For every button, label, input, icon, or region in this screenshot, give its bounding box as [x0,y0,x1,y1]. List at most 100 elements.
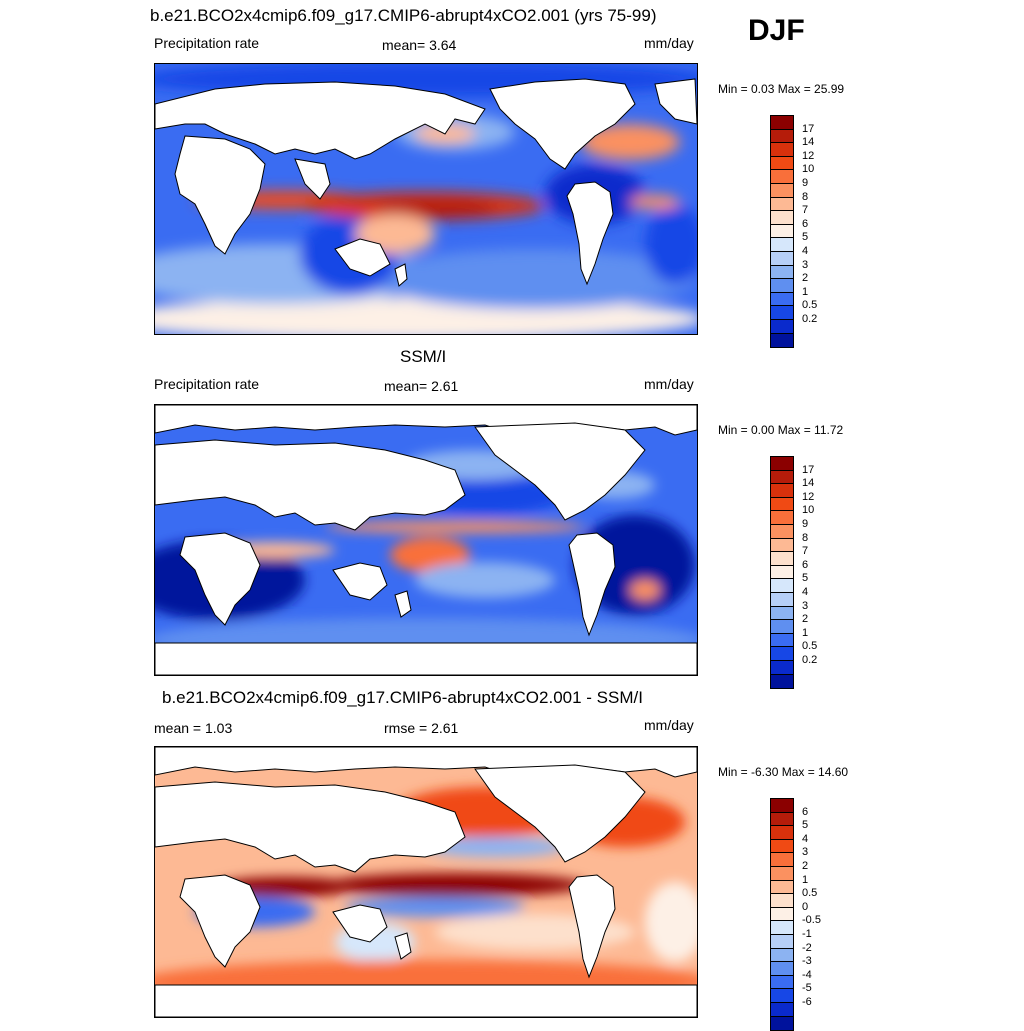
panel-1-variable-label: Precipitation rate [154,35,260,51]
colorbar-tick-label: 4 [802,832,809,845]
panel-1-mean-label: mean= 3.64 [382,37,457,53]
colorbar-tick-label: 8 [802,531,809,544]
colorbar-swatch [771,457,793,471]
colorbar-swatch [771,907,793,922]
colorbar-tick-label: -5 [802,982,812,995]
colorbar-swatch [771,975,793,990]
colorbar-tick-label: 9 [802,518,809,530]
colorbar-swatch [771,866,793,881]
colorbar-tick-label: 0.5 [802,887,818,900]
panel-1-units-label: mm/day [644,35,694,51]
colorbar-tick-label: 3 [802,846,809,859]
colorbar-tick-label: -1 [802,928,812,940]
colorbar-tick-label: -0.5 [802,914,821,927]
colorbar-tick-label: -3 [802,955,812,968]
colorbar-swatch [771,620,793,634]
colorbar-swatch [771,484,793,498]
colorbar-swatch [771,989,793,1003]
colorbar-tick-label: 2 [802,613,809,626]
colorbar-tick-label: 7 [802,204,809,217]
colorbar-tick-label: 6 [802,217,809,230]
panel-3-map [154,746,698,1018]
colorbar-tick-label: 0.5 [802,299,818,312]
panel-3-rmse-label: rmse = 2.61 [384,720,459,736]
season-label: DJF [748,14,805,47]
colorbar-tick-label: 0.2 [802,654,818,666]
colorbar-swatch [771,156,793,171]
panel-3-title: b.e21.BCO2x4cmip6.f09_g17.CMIP6-abrupt4x… [162,688,643,707]
colorbar-swatch [771,552,793,566]
panel-3-map-svg [155,747,697,1017]
panel-1-colorbar-swatches [770,115,794,349]
colorbar-tick-label: 2 [802,272,809,285]
colorbar-swatch [771,948,793,963]
colorbar-tick-label: -4 [802,968,812,981]
colorbar-swatch [771,592,793,607]
panel-2-title: SSM/I [400,347,447,366]
colorbar-swatch [771,319,793,334]
colorbar-tick-label: 3 [802,599,809,612]
colorbar-tick-label: 5 [802,231,809,244]
colorbar-tick-label: 2 [802,860,809,872]
panel-3-minmax-label: Min = -6.30 Max = 14.60 [718,765,849,779]
colorbar-swatch [771,880,793,895]
colorbar-swatch [771,962,793,976]
colorbar-swatch [771,606,793,621]
colorbar-tick-label: 3 [802,258,809,271]
colorbar-tick-label: 0.5 [802,640,818,653]
colorbar-tick-label: 5 [802,819,809,832]
colorbar-tick-label: 14 [802,477,815,490]
colorbar-swatch [771,1016,793,1031]
panel-1-minmax-label: Min = 0.03 Max = 25.99 [718,82,845,96]
panel-3-units-label: mm/day [644,717,694,733]
colorbar-swatch [771,1002,793,1017]
colorbar-swatch [771,839,793,854]
colorbar-tick-label: 6 [802,558,809,571]
colorbar-tick-label: 4 [802,245,809,257]
colorbar-tick-label: 0.2 [802,313,818,325]
colorbar-tick-label: -6 [802,996,812,1008]
panel-2-colorbar-swatches [770,456,794,690]
panel-2-minmax-label: Min = 0.00 Max = 11.72 [718,423,844,437]
colorbar-tick-label: 10 [802,163,815,176]
colorbar-swatch [771,211,793,225]
panel-3-colorbar-swatches [770,798,794,1031]
panel-2-map-svg [155,405,697,675]
colorbar-swatch [771,306,793,320]
colorbar-swatch [771,524,793,539]
colorbar-swatch [771,170,793,184]
panel-1-title: b.e21.BCO2x4cmip6.f09_g17.CMIP6-abrupt4x… [150,6,657,25]
colorbar-tick-label: 1 [802,873,809,886]
colorbar-swatch [771,116,793,130]
colorbar-swatch [771,660,793,675]
colorbar-swatch [771,826,793,840]
colorbar-tick-label: 5 [802,572,809,585]
colorbar-tick-label: 0 [802,900,809,913]
colorbar-swatch [771,565,793,580]
colorbar-tick-label: 1 [802,626,809,639]
colorbar-tick-label: -2 [802,941,812,954]
colorbar-swatch [771,279,793,293]
colorbar-tick-label: 9 [802,177,809,189]
colorbar-swatch [771,251,793,266]
colorbar-swatch [771,921,793,935]
colorbar-swatch [771,143,793,157]
colorbar-tick-label: 14 [802,136,815,149]
panel-2-mean-label: mean= 2.61 [384,378,459,394]
colorbar-swatch [771,799,793,813]
panel-2-variable-label: Precipitation rate [154,376,260,392]
colorbar-tick-label: 4 [802,586,809,598]
colorbar-tick-label: 8 [802,190,809,203]
colorbar-swatch [771,292,793,307]
colorbar-swatch [771,674,793,689]
colorbar-tick-label: 10 [802,504,815,517]
colorbar-swatch [771,647,793,661]
colorbar-tick-label: 12 [802,149,815,162]
colorbar-swatch [771,633,793,648]
colorbar-swatch [771,333,793,348]
panel-3-mean-label: mean = 1.03 [154,720,233,736]
colorbar-swatch [771,579,793,593]
panel-2-map [154,404,698,676]
colorbar-tick-label: 17 [802,122,815,135]
panel-1-map [154,63,698,335]
